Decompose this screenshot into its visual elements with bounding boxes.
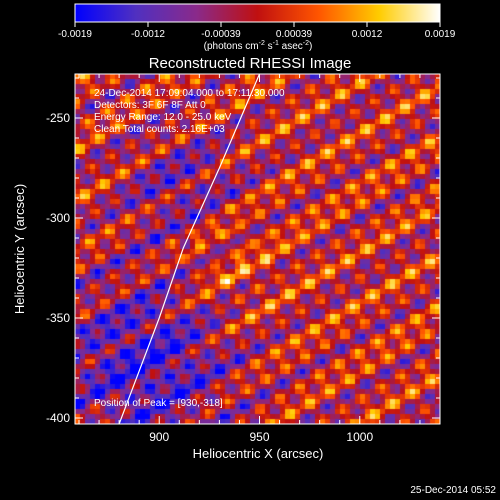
colorbar-units-label: (photons cm-2 s-1 asec-2): [204, 40, 313, 52]
info-clean-counts: Clean Total counts: 2.16E+03: [94, 124, 225, 135]
colorbar-tick-label: -0.00039: [201, 29, 241, 40]
plot-frame: [74, 73, 441, 425]
plot-timestamp: 25-Dec-2014 05:52: [410, 485, 496, 496]
y-axis-label: Heliocentric Y (arcsec): [12, 184, 27, 314]
colorbar-tick-labels: -0.0019 -0.0012 -0.00039 0.00039 0.0012 0.001…: [58, 29, 456, 40]
x-tick-label: 1000: [346, 430, 373, 444]
y-tick-label: -400: [46, 411, 70, 425]
y-tick-label: -350: [46, 311, 70, 325]
colorbar-tick-label: 0.0019: [425, 29, 456, 40]
colorbar-tick-label: -0.0019: [58, 29, 92, 40]
y-tick-label: -250: [46, 111, 70, 125]
x-axis-label: Heliocentric X (arcsec): [193, 446, 324, 461]
colorbar-tick-label: 0.0012: [352, 29, 383, 40]
chart-title: Reconstructed RHESSI Image: [149, 55, 352, 72]
info-energy-range: Energy Range: 12.0 - 25.0 keV: [94, 112, 232, 123]
colorbar-tick-label: -0.0012: [131, 29, 165, 40]
y-tick-label: -300: [46, 211, 70, 225]
x-tick-label: 950: [249, 430, 269, 444]
solar-limb-curve: [118, 73, 261, 425]
x-tick-label: 900: [149, 430, 169, 444]
x-axis-ticks: 900 950 1000: [78, 74, 441, 444]
info-time-range: 24-Dec-2014 17:09:04.000 to 17:11:30.000: [94, 88, 285, 99]
rhessi-image-heatmap: [75, 74, 440, 424]
colorbar: [74, 3, 441, 23]
info-detectors: Detectors: 3F 6F 8F Att 0: [94, 100, 206, 111]
colorbar-ticks: [74, 22, 441, 27]
y-axis-ticks: -250 -300 -350 -400: [46, 77, 440, 425]
peak-position-annotation: Position of Peak = [930,-318]: [94, 398, 223, 409]
colorbar-tick-label: 0.00039: [276, 29, 313, 40]
